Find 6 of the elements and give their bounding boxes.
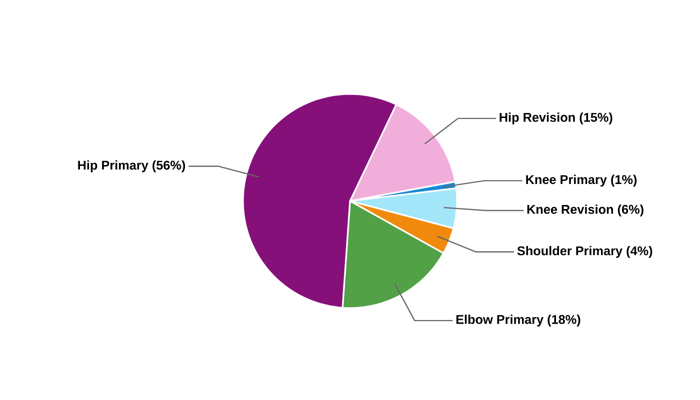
slice-label: Hip Revision (15%) <box>500 112 612 124</box>
slice-label: Knee Primary (1%) <box>526 174 637 187</box>
slice-label: Elbow Primary (18%) <box>456 314 580 326</box>
slice-label: Shoulder Primary (4%) <box>517 246 652 258</box>
slice-label: Hip Primary (56%) <box>78 160 186 172</box>
slice-label: Knee Revision (6%) <box>527 204 644 216</box>
